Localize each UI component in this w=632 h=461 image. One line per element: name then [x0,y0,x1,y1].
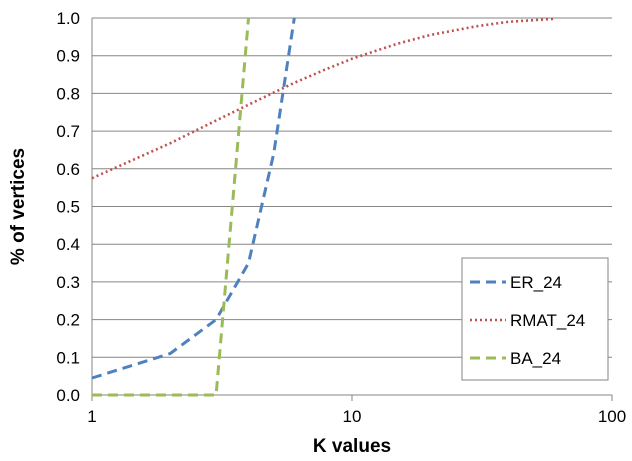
legend-label: ER_24 [510,273,562,292]
series-line-ba-24 [92,17,250,397]
legend: ER_24 RMAT_24 BA_24 [461,257,609,381]
y-tick-label: 0.5 [56,198,80,217]
x-axis-ticks: 1 10 100 [87,395,626,426]
legend-label: BA_24 [510,349,561,368]
gridlines [92,17,612,396]
y-tick-label: 0.4 [56,235,80,254]
y-tick-label: 0.2 [56,311,80,330]
y-axis-title: % of vertices [8,148,29,265]
y-tick-label: 0.9 [56,47,80,66]
series-line-rmat-24 [91,17,555,180]
series-lines [91,17,555,397]
series-line-er-24 [91,17,296,380]
y-tick-label: 1.0 [56,9,80,28]
x-axis-title: K values [313,436,391,457]
y-tick-label: 0.3 [56,273,80,292]
x-tick-label: 100 [598,407,626,426]
x-tick-label: 10 [343,407,362,426]
y-tick-label: 0.0 [56,386,80,405]
legend-box [461,257,609,381]
y-tick-label: 0.7 [56,122,80,141]
y-axis-ticks: 0.0 0.1 0.2 0.3 0.4 0.5 0.6 0.7 0.8 0.9 1.0 [56,9,80,405]
y-tick-label: 0.1 [56,348,80,367]
y-tick-label: 0.8 [56,84,80,103]
x-tick-label: 1 [87,407,96,426]
y-tick-label: 0.6 [56,160,80,179]
legend-label: RMAT_24 [510,311,585,330]
